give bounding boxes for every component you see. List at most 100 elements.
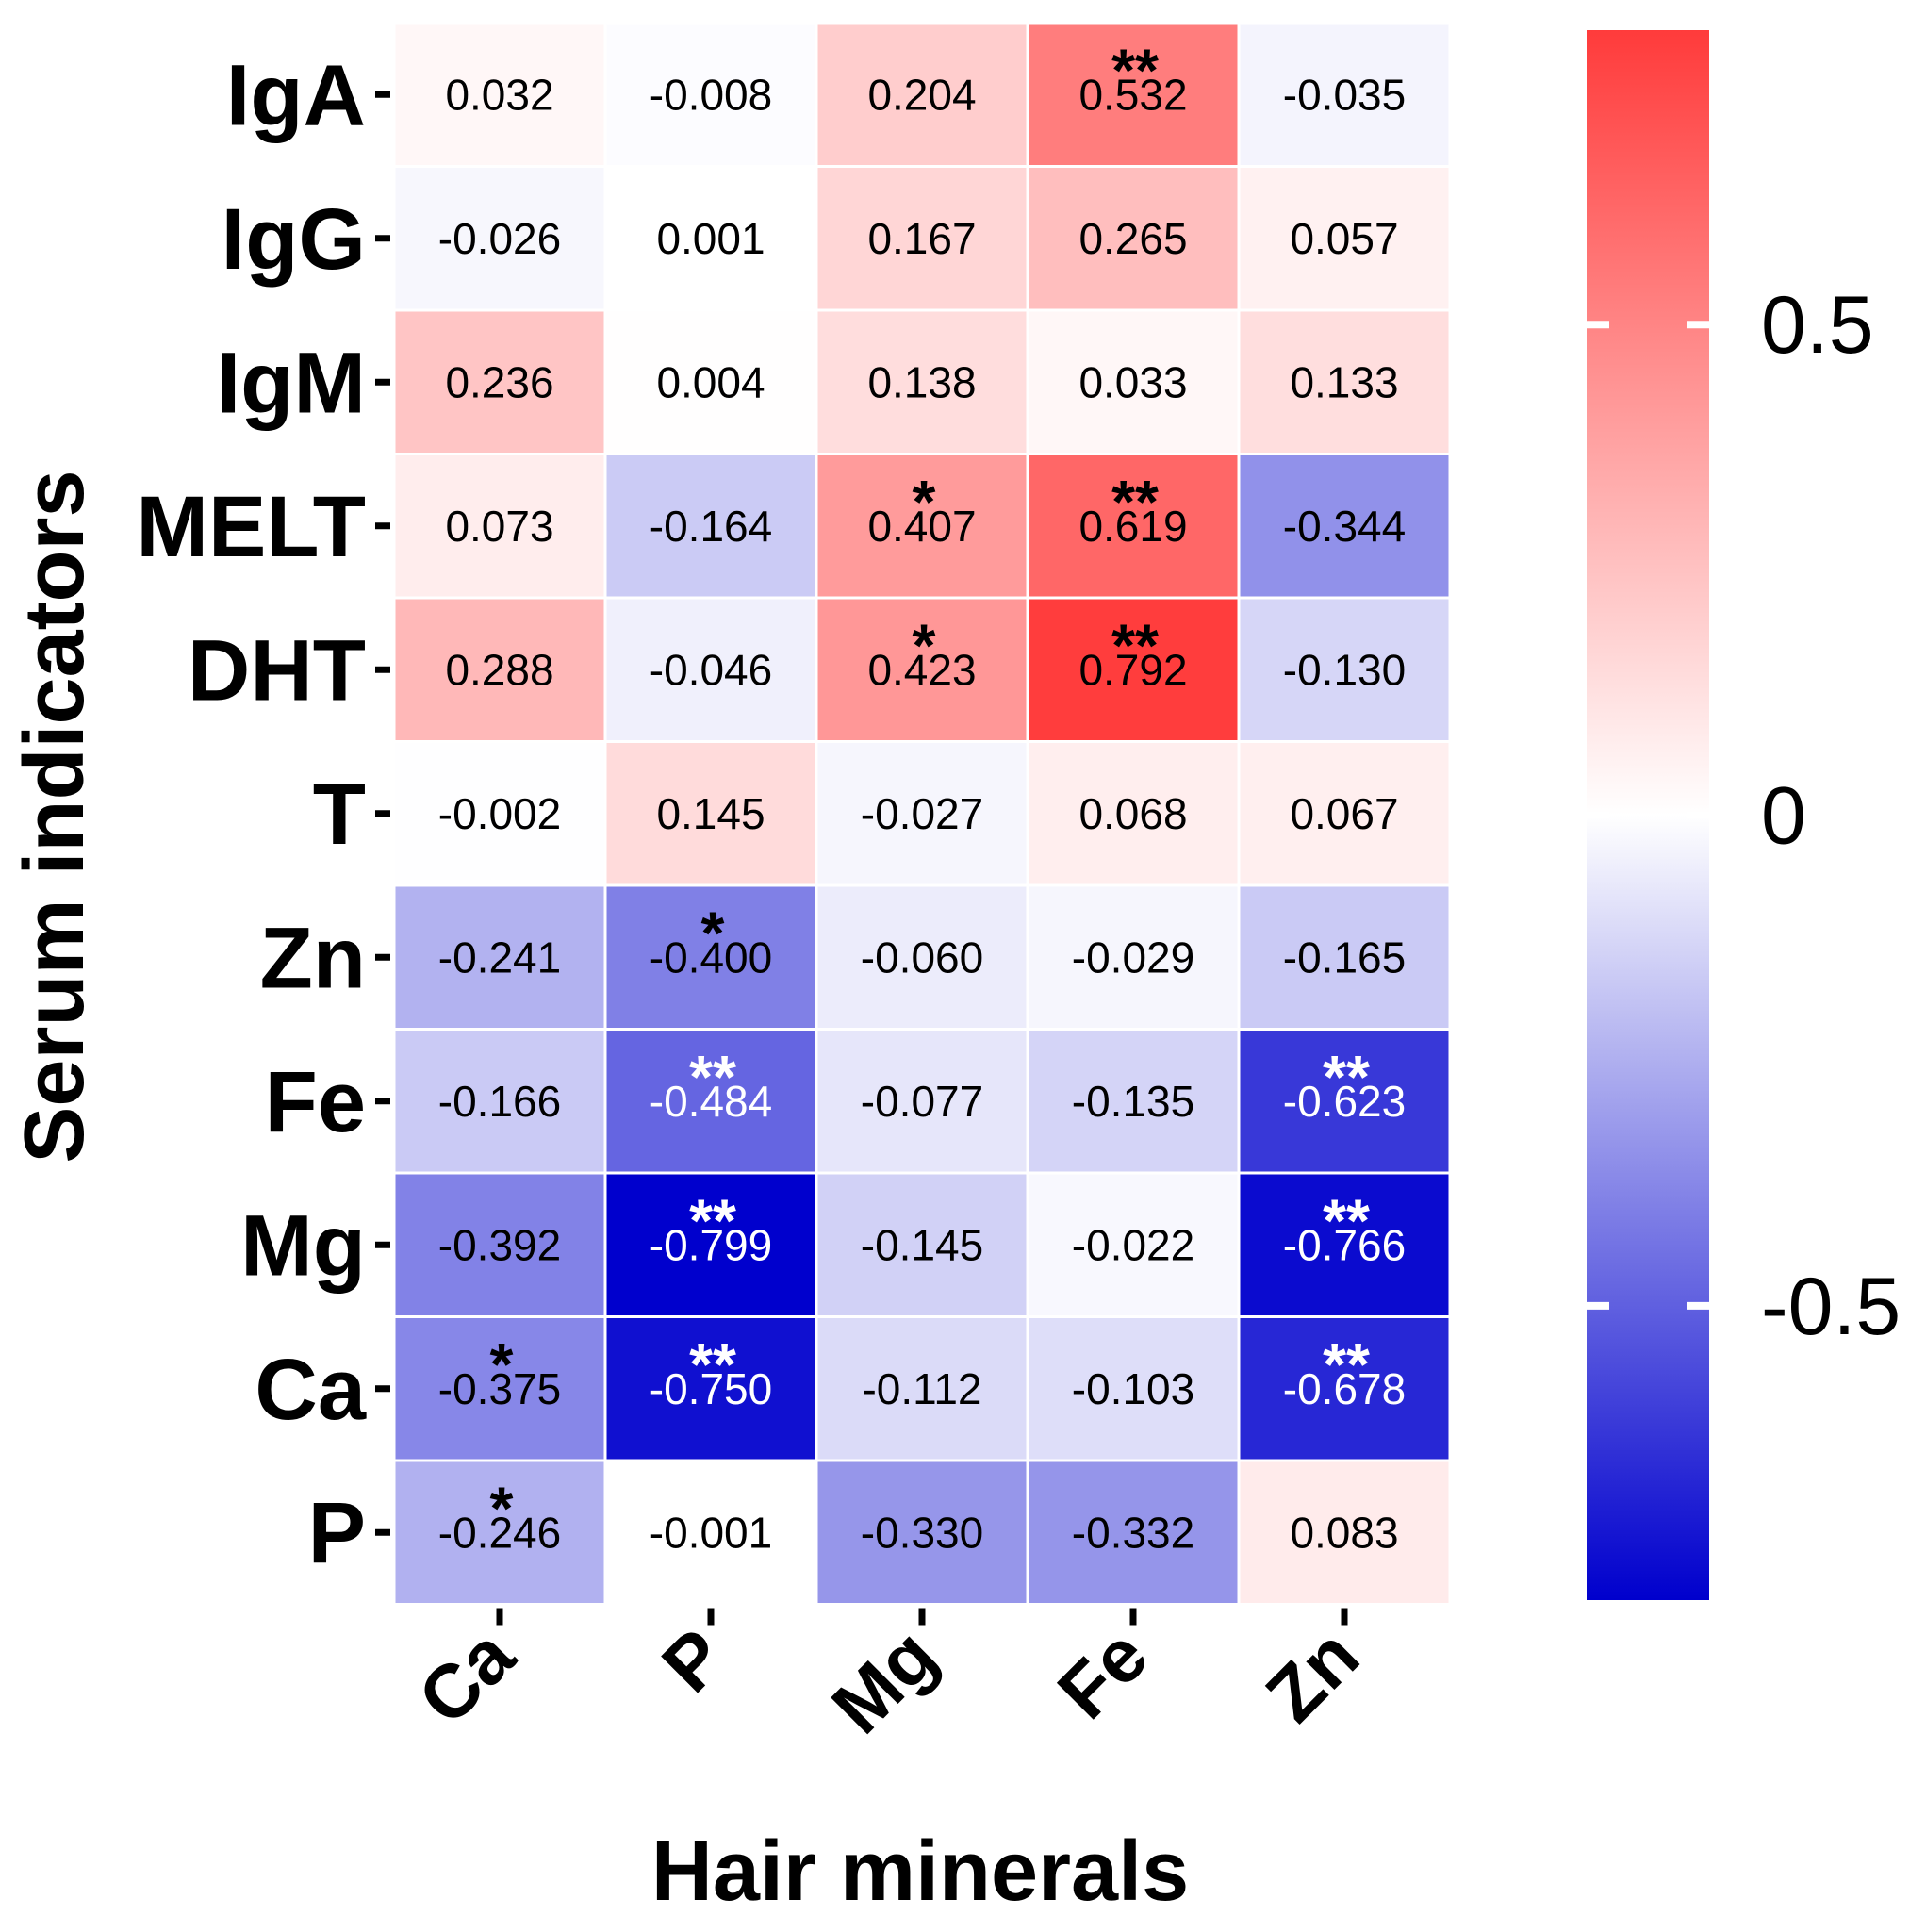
column-labels: Ca P Mg Fe Zn xyxy=(403,1608,1375,1750)
y-axis-title: Serum indicators xyxy=(8,470,102,1163)
y-tick-label: Ca xyxy=(255,1342,366,1438)
cell-value-label: 0.236 xyxy=(445,357,553,406)
heatmap-cell xyxy=(392,1459,607,1606)
cell-value-label: -0.392 xyxy=(438,1220,561,1269)
cell-value-label: 0.057 xyxy=(1290,214,1398,263)
y-tick-label: Fe xyxy=(265,1054,366,1150)
cell-value-label: -0.678 xyxy=(1283,1364,1406,1413)
heatmap-cell xyxy=(603,883,818,1031)
cell-value-label: -0.077 xyxy=(861,1077,983,1126)
cell-value-label: -0.008 xyxy=(650,70,772,119)
heatmap-cell xyxy=(1237,1315,1452,1462)
cell-value-label: -0.623 xyxy=(1283,1077,1406,1126)
heatmap-cell xyxy=(815,1315,1029,1462)
cell-value-label: -0.026 xyxy=(438,214,561,263)
cell-value-label: -0.164 xyxy=(650,502,772,551)
cell-value-label: -0.035 xyxy=(1283,70,1406,119)
x-tick-label: Ca xyxy=(403,1612,531,1741)
cell-value-label: 0.532 xyxy=(1078,70,1187,119)
x-tick-label: Mg xyxy=(815,1613,952,1750)
heatmap-cell xyxy=(392,596,607,743)
heatmap-cell xyxy=(603,308,818,455)
cell-value-label: -0.002 xyxy=(438,789,561,838)
y-tick-label: IgG xyxy=(222,191,366,288)
heatmap-cell xyxy=(1237,1028,1452,1175)
significance-marker: ** xyxy=(1111,468,1159,536)
cell-value-label: -0.060 xyxy=(861,933,983,982)
heatmap-cell xyxy=(1026,165,1241,312)
significance-marker: * xyxy=(913,468,936,536)
cell-value-label: 0.619 xyxy=(1078,502,1187,551)
heatmap-cell xyxy=(603,596,818,743)
cell-value-label: -0.046 xyxy=(650,645,772,694)
cell-value-label: -0.103 xyxy=(1072,1364,1194,1413)
heatmap-cell xyxy=(1237,740,1452,887)
x-tick-label: P xyxy=(646,1613,741,1709)
cell-value-label: -0.750 xyxy=(650,1364,772,1413)
cell-value-label: -0.001 xyxy=(650,1508,772,1557)
y-tick-label: T xyxy=(313,767,366,863)
cell-value-label: -0.135 xyxy=(1072,1077,1194,1126)
cell-value-label: -0.112 xyxy=(862,1364,981,1413)
significance-marker: * xyxy=(490,1474,514,1542)
heatmap-cell xyxy=(815,165,1029,312)
heatmap-cell xyxy=(392,453,607,600)
cell-value-label: -0.029 xyxy=(1072,933,1194,982)
cell-value-label: 0.792 xyxy=(1078,645,1187,694)
heatmap-cell xyxy=(815,596,1029,743)
cell-value-label: 0.032 xyxy=(445,70,553,119)
cell-value-label: 0.068 xyxy=(1078,789,1187,838)
heatmap-cell xyxy=(1237,1171,1452,1318)
cell-value-label: -0.766 xyxy=(1283,1220,1406,1269)
cell-value-label: -0.330 xyxy=(861,1508,983,1557)
significance-marker: ** xyxy=(1323,1043,1370,1111)
heatmap-cell xyxy=(1026,308,1241,455)
cell-value-label: -0.246 xyxy=(438,1508,561,1557)
x-tick-label: Fe xyxy=(1042,1613,1163,1735)
heatmap-cell xyxy=(603,21,818,168)
row-labels: IgA IgG IgM MELT DHT T Zn Fe Mg Ca P xyxy=(136,47,390,1581)
cell-value-label: 0.033 xyxy=(1078,357,1187,406)
y-tick-label: IgA xyxy=(226,47,366,143)
heatmap-cell xyxy=(815,308,1029,455)
heatmap-cell xyxy=(603,453,818,600)
significance-marker: ** xyxy=(1111,36,1159,104)
significance-marker: ** xyxy=(689,1043,736,1111)
cell-value-label: -0.130 xyxy=(1283,645,1406,694)
heatmap-cell xyxy=(603,740,818,887)
cell-value-label: -0.027 xyxy=(861,789,983,838)
y-tick-label: IgM xyxy=(217,335,366,431)
cell-value-label: 0.067 xyxy=(1290,789,1398,838)
heatmap-cell xyxy=(1026,1315,1241,1462)
heatmap-cell xyxy=(1026,1459,1241,1606)
cell-value-label: 0.145 xyxy=(656,789,765,838)
significance-marker: ** xyxy=(1111,611,1159,679)
cell-value-label: -0.165 xyxy=(1283,933,1406,982)
y-tick-label: Mg xyxy=(240,1197,366,1294)
cell-value-label: -0.484 xyxy=(650,1077,772,1126)
heatmap-cell xyxy=(1237,308,1452,455)
cell-value-label: 0.204 xyxy=(867,70,976,119)
cell-value-label: 0.423 xyxy=(867,645,976,694)
significance-marker: ** xyxy=(1323,1186,1370,1254)
heatmap-cell xyxy=(603,1315,818,1462)
y-tick-label: MELT xyxy=(136,479,366,575)
colorbar-tick-label: 0 xyxy=(1761,771,1806,862)
cell-value-label: -0.375 xyxy=(438,1364,561,1413)
heatmap-cell xyxy=(815,453,1029,600)
cell-value-label: 0.288 xyxy=(445,645,553,694)
cell-value-label: 0.167 xyxy=(867,214,976,263)
cell-value-label: 0.004 xyxy=(656,357,765,406)
y-tick-label: DHT xyxy=(188,622,366,718)
significance-marker: * xyxy=(913,611,936,679)
heatmap-cell xyxy=(1237,1459,1452,1606)
cell-value-label: 0.407 xyxy=(867,502,976,551)
cell-value-label: -0.332 xyxy=(1072,1508,1194,1557)
cell-value-label: 0.001 xyxy=(656,214,765,263)
cell-value-label: -0.344 xyxy=(1283,502,1406,551)
cell-value-label: -0.166 xyxy=(438,1077,561,1126)
y-tick-label: P xyxy=(308,1485,366,1581)
heatmap-cell xyxy=(1237,883,1452,1031)
